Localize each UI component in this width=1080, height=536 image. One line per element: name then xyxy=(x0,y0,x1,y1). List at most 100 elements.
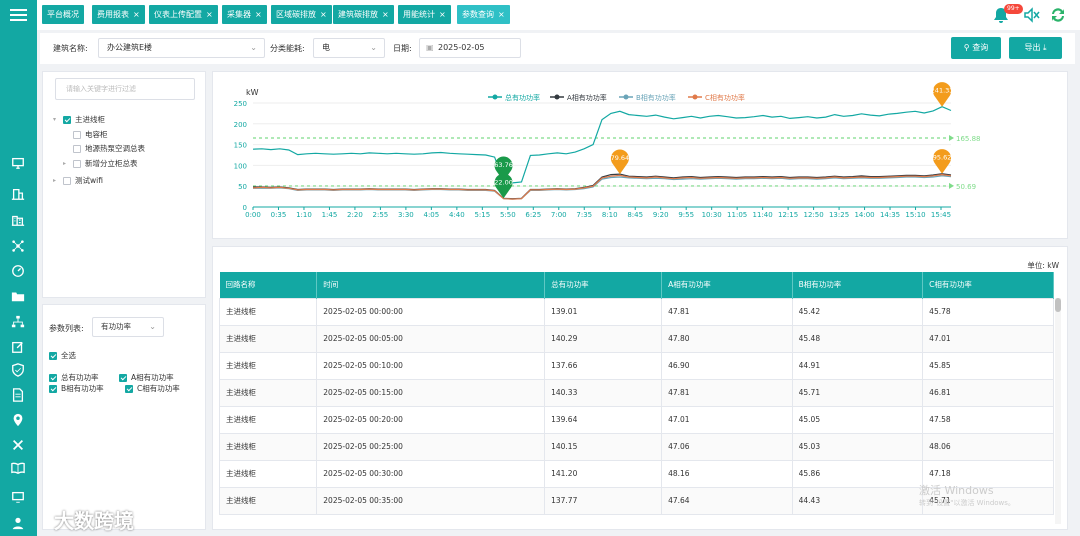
legend-label: A相有功功率 xyxy=(567,93,607,102)
tree-node-heatpump[interactable]: 地源热泵空调总表 xyxy=(73,143,145,154)
date-picker[interactable]: ▣ 2025-02-05 xyxy=(419,38,521,58)
tab-building-carbon[interactable]: 建筑碳排放 × xyxy=(333,5,394,24)
tab-bar: 平台概况 费用报表 × 仪表上传配置 × 采集器 × 区域碳排放 × 建筑碳排放 × 用能… xyxy=(37,0,1080,30)
checkbox[interactable] xyxy=(49,351,57,360)
table-cell: 47.64 xyxy=(661,486,793,515)
category-label: 分类能耗: xyxy=(270,44,305,53)
checkbox[interactable] xyxy=(49,384,57,393)
category-select[interactable]: 电 ⌄ xyxy=(313,38,385,58)
param-option-label: C相有功功率 xyxy=(137,384,180,393)
table-row[interactable]: 主进线柜 2025-02-05 00:25:00 140.15 47.06 45.03 4… xyxy=(218,432,1054,461)
checkbox[interactable] xyxy=(119,373,127,382)
close-icon[interactable]: × xyxy=(206,10,213,19)
table-scrollbar[interactable] xyxy=(1055,298,1061,524)
export-button[interactable]: 导出 ⤓ xyxy=(1009,37,1062,59)
tab-regional-carbon[interactable]: 区域碳排放 × xyxy=(271,5,332,24)
checkbox[interactable] xyxy=(125,384,133,393)
close-icon[interactable]: × xyxy=(255,10,262,19)
x-tick-label: 5:15 xyxy=(474,211,490,219)
average-line-arrow xyxy=(949,134,954,141)
tab-parameter-query[interactable]: 参数查询 × xyxy=(457,5,510,24)
tree-node-capacitor[interactable]: 电容柜 xyxy=(73,129,108,140)
column-header: C相有功功率 xyxy=(922,272,1054,298)
tree-node-label: 电容柜 xyxy=(85,130,108,139)
param-option-phase-c[interactable]: C相有功功率 xyxy=(125,383,180,394)
param-option-total[interactable]: 总有功功率 xyxy=(49,372,99,383)
building-icon[interactable] xyxy=(10,186,26,202)
circuit-tree-panel: 请输入关键字进行过滤 ▾ 主进线柜 电容柜 地源热泵空调总表 ▸ 新增分立柜总表 ▸… xyxy=(42,71,206,298)
tree-node-test-wifi[interactable]: ▸ 测试wifi xyxy=(53,175,103,186)
tree-node-new-cabinet[interactable]: ▸ 新增分立柜总表 xyxy=(63,158,138,169)
caret-right-icon[interactable]: ▸ xyxy=(63,160,67,167)
tab-energy-stats[interactable]: 用能统计 × xyxy=(398,5,451,24)
screen-icon[interactable] xyxy=(10,489,26,505)
close-icon[interactable]: × xyxy=(320,10,327,19)
close-icon[interactable]: × xyxy=(498,10,505,19)
close-icon[interactable]: × xyxy=(133,10,140,19)
close-icon[interactable]: × xyxy=(382,10,389,19)
table-cell: 137.77 xyxy=(544,486,663,515)
param-option-phase-b[interactable]: B相有功功率 xyxy=(49,383,104,394)
tree-search-input[interactable]: 请输入关键字进行过滤 xyxy=(55,78,195,100)
monitor-icon[interactable] xyxy=(10,155,26,171)
table-row[interactable]: 主进线柜 2025-02-05 00:00:00 139.01 47.81 45.42 4… xyxy=(218,297,1054,326)
table-cell: 47.58 xyxy=(922,405,1054,434)
close-icon[interactable]: × xyxy=(439,10,446,19)
select-all-checkbox[interactable]: 全选 xyxy=(49,350,76,361)
tab-label: 费用报表 xyxy=(97,10,129,19)
x-tick-label: 14:00 xyxy=(854,211,874,219)
mute-icon[interactable] xyxy=(1023,6,1041,24)
location-icon[interactable] xyxy=(10,412,26,428)
checkbox[interactable] xyxy=(63,115,71,124)
table-row[interactable]: 主进线柜 2025-02-05 00:15:00 140.33 47.81 45.71 4… xyxy=(218,378,1054,407)
average-line-label: 50.69 xyxy=(956,183,976,191)
chevron-down-icon: ⌄ xyxy=(149,322,156,331)
caret-right-icon[interactable]: ▸ xyxy=(53,177,57,184)
gauge-icon[interactable] xyxy=(10,263,26,279)
table-row[interactable]: 主进线柜 2025-02-05 00:05:00 140.29 47.80 45.48 4… xyxy=(218,324,1054,353)
checkbox[interactable] xyxy=(63,176,71,185)
table-row[interactable]: 主进线柜 2025-02-05 00:10:00 137.66 46.90 44.91 4… xyxy=(218,351,1054,380)
book-icon[interactable] xyxy=(10,460,26,476)
series-line-0 xyxy=(252,106,952,184)
document-icon[interactable] xyxy=(10,387,26,403)
shield-icon[interactable] xyxy=(10,362,26,378)
table-row[interactable]: 主进线柜 2025-02-05 00:30:00 141.20 48.16 45.86 4… xyxy=(218,459,1054,488)
tab-meter-upload[interactable]: 仪表上传配置 × xyxy=(149,5,218,24)
scroll-thumb[interactable] xyxy=(1055,298,1061,312)
caret-down-icon[interactable]: ▾ xyxy=(53,116,57,123)
hierarchy-icon[interactable] xyxy=(10,314,26,330)
tools-icon[interactable] xyxy=(10,437,26,453)
table-cell: 45.71 xyxy=(922,486,1054,515)
tab-label: 建筑碳排放 xyxy=(338,10,378,19)
user-icon[interactable] xyxy=(10,515,26,531)
search-icon: ⚲ xyxy=(963,43,973,52)
checkbox[interactable] xyxy=(73,159,81,168)
query-button[interactable]: ⚲ 查询 xyxy=(951,37,1001,59)
table-cell: 47.01 xyxy=(661,405,793,434)
param-option-phase-a[interactable]: A相有功功率 xyxy=(119,372,174,383)
marker-label: 63.76 xyxy=(494,161,513,169)
building-select[interactable]: 办公建筑E楼 ⌄ xyxy=(98,38,265,58)
checkbox[interactable] xyxy=(73,130,81,139)
tab-platform-overview[interactable]: 平台概况 xyxy=(42,5,84,24)
activate-windows-sub: 转到"设置"以激活 Windows。 xyxy=(919,499,1015,507)
tree-node-main-incoming[interactable]: ▾ 主进线柜 xyxy=(53,114,105,125)
table-row[interactable]: 主进线柜 2025-02-05 00:35:00 137.77 47.64 44.43 4… xyxy=(218,486,1054,515)
network-icon[interactable] xyxy=(10,238,26,254)
tab-cost-report[interactable]: 费用报表 × xyxy=(92,5,145,24)
tab-collector[interactable]: 采集器 × xyxy=(222,5,267,24)
table-row[interactable]: 主进线柜 2025-02-05 00:20:00 139.64 47.01 45.05 4… xyxy=(218,405,1054,434)
edit-icon[interactable] xyxy=(10,339,26,355)
table-cell: 45.78 xyxy=(922,297,1054,326)
table-cell: 2025-02-05 00:20:00 xyxy=(316,405,546,434)
table-cell: 主进线柜 xyxy=(218,486,318,515)
folder-icon[interactable] xyxy=(10,288,26,304)
checkbox[interactable] xyxy=(49,373,57,382)
param-list-select[interactable]: 有功功率 ⌄ xyxy=(92,317,164,337)
x-tick-label: 5:50 xyxy=(500,211,516,219)
checkbox[interactable] xyxy=(73,144,81,153)
menu-toggle-icon[interactable] xyxy=(10,6,27,21)
buildings-icon[interactable] xyxy=(10,212,26,228)
refresh-icon[interactable] xyxy=(1049,6,1067,24)
